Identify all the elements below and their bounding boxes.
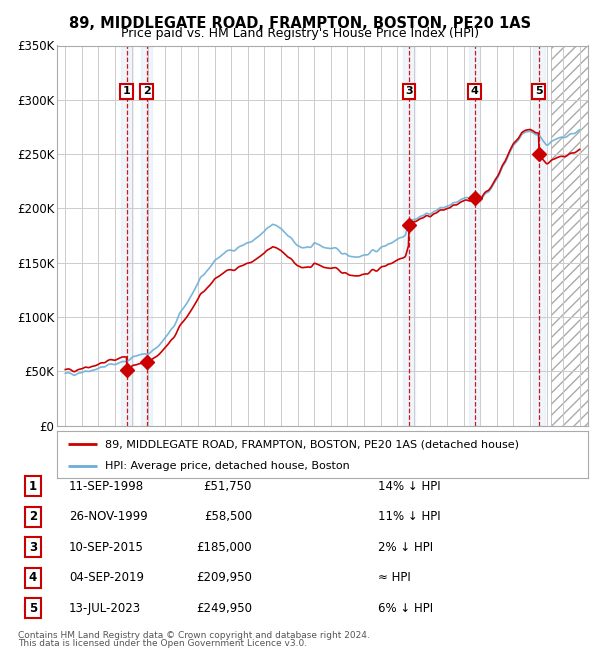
Text: 26-NOV-1999: 26-NOV-1999 [69,510,148,523]
Text: 5: 5 [535,86,542,96]
Text: 4: 4 [471,86,479,96]
Bar [141,46,152,426]
Text: 2% ↓ HPI: 2% ↓ HPI [378,541,433,554]
Text: 11% ↓ HPI: 11% ↓ HPI [378,510,440,523]
Bar [469,46,481,426]
Text: HPI: Average price, detached house, Boston: HPI: Average price, detached house, Bost… [105,461,350,471]
Text: £209,950: £209,950 [196,571,252,584]
Text: ≈ HPI: ≈ HPI [378,571,411,584]
Text: 2: 2 [29,510,37,523]
Text: 2: 2 [143,86,151,96]
Text: 89, MIDDLEGATE ROAD, FRAMPTON, BOSTON, PE20 1AS: 89, MIDDLEGATE ROAD, FRAMPTON, BOSTON, P… [69,16,531,31]
Text: 89, MIDDLEGATE ROAD, FRAMPTON, BOSTON, PE20 1AS (detached house): 89, MIDDLEGATE ROAD, FRAMPTON, BOSTON, P… [105,439,519,449]
Text: 6% ↓ HPI: 6% ↓ HPI [378,602,433,615]
Text: 13-JUL-2023: 13-JUL-2023 [69,602,141,615]
Text: Price paid vs. HM Land Registry's House Price Index (HPI): Price paid vs. HM Land Registry's House … [121,27,479,40]
Text: £58,500: £58,500 [204,510,252,523]
Text: £185,000: £185,000 [196,541,252,554]
Text: 3: 3 [29,541,37,554]
Text: 1: 1 [29,480,37,493]
Bar [403,46,415,426]
Text: Contains HM Land Registry data © Crown copyright and database right 2024.: Contains HM Land Registry data © Crown c… [18,631,370,640]
Text: This data is licensed under the Open Government Licence v3.0.: This data is licensed under the Open Gov… [18,639,307,648]
Text: 04-SEP-2019: 04-SEP-2019 [69,571,144,584]
Text: 14% ↓ HPI: 14% ↓ HPI [378,480,440,493]
Bar [551,46,600,426]
Bar [533,46,545,426]
Text: 11-SEP-1998: 11-SEP-1998 [69,480,144,493]
Text: 10-SEP-2015: 10-SEP-2015 [69,541,144,554]
Text: 5: 5 [29,602,37,615]
Text: £249,950: £249,950 [196,602,252,615]
Text: £51,750: £51,750 [203,480,252,493]
Text: 4: 4 [29,571,37,584]
Text: 3: 3 [405,86,413,96]
Text: 1: 1 [123,86,131,96]
Bar [121,46,133,426]
